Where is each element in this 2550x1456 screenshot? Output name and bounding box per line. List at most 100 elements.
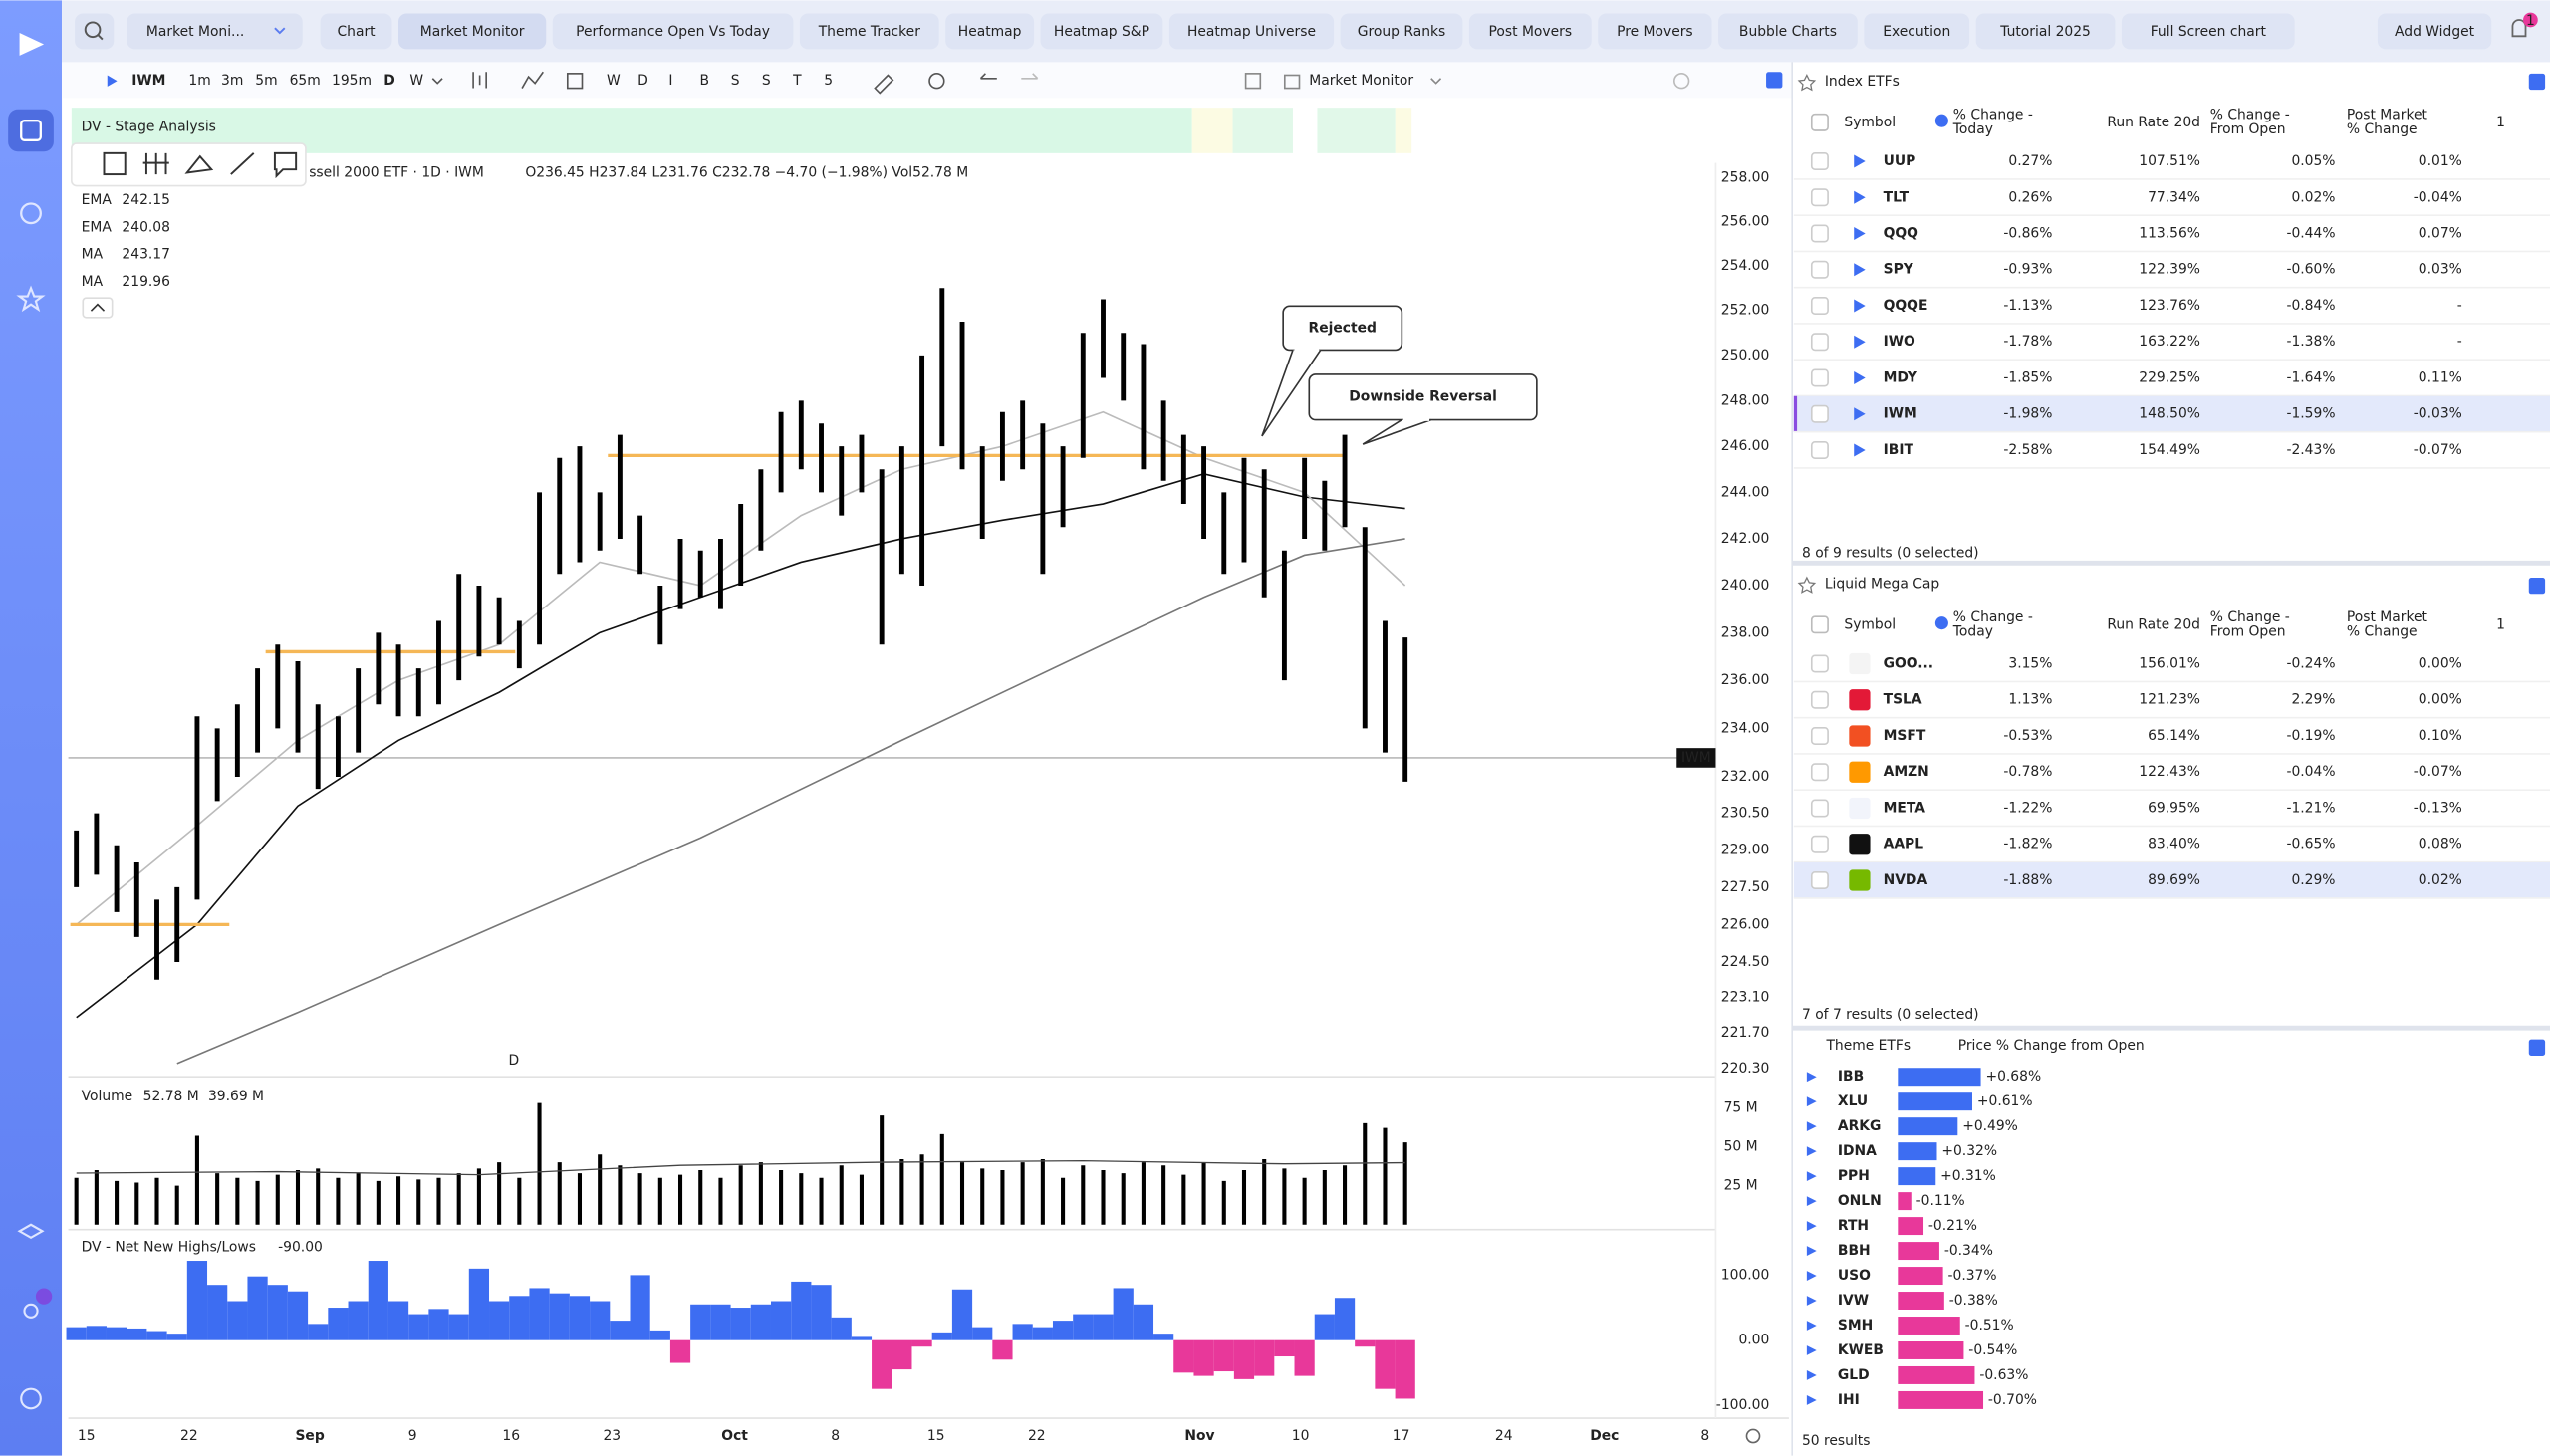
select-all[interactable] bbox=[1810, 113, 1829, 131]
cell[interactable]: IBIT bbox=[1884, 442, 1914, 458]
theme-symbol[interactable]: IHI bbox=[1838, 1392, 1860, 1408]
row-checkbox[interactable] bbox=[1810, 727, 1829, 745]
theme-symbol[interactable]: IBB bbox=[1838, 1069, 1864, 1085]
interval[interactable]: 3m bbox=[221, 73, 243, 89]
tab[interactable] bbox=[1040, 13, 1163, 50]
cell[interactable]: TLT bbox=[1884, 189, 1910, 205]
row-checkbox[interactable] bbox=[1810, 333, 1829, 352]
tab-label[interactable]: Heatmap S&P bbox=[1054, 24, 1149, 40]
row-checkbox[interactable] bbox=[1810, 654, 1829, 673]
panel-toggle[interactable] bbox=[2528, 577, 2546, 595]
row-checkbox[interactable] bbox=[1810, 260, 1829, 279]
layout-name[interactable]: Market Monitor bbox=[1309, 73, 1413, 89]
row-checkbox[interactable] bbox=[1810, 368, 1829, 387]
tool-rect[interactable] bbox=[103, 151, 127, 176]
study-button[interactable]: W bbox=[607, 73, 621, 89]
interval[interactable]: D bbox=[383, 73, 395, 89]
row-checkbox[interactable] bbox=[1810, 690, 1829, 709]
column-header[interactable]: 1 bbox=[2496, 115, 2505, 130]
cell[interactable]: IWO bbox=[1884, 334, 1915, 350]
cell[interactable]: MDY bbox=[1884, 369, 1918, 385]
column-header[interactable]: Post Market% Change bbox=[2347, 609, 2428, 640]
panel-toggle[interactable] bbox=[1766, 72, 1783, 89]
study-button[interactable]: I bbox=[668, 73, 672, 89]
toolbar-icon[interactable] bbox=[521, 71, 544, 89]
study-button[interactable]: S bbox=[762, 73, 771, 89]
tab-label[interactable]: Post Movers bbox=[1489, 24, 1573, 40]
settings-icon[interactable] bbox=[1745, 1428, 1761, 1444]
cell[interactable]: QQQE bbox=[1884, 298, 1928, 314]
tab-label[interactable]: Execution bbox=[1883, 24, 1950, 40]
toolbar-icon[interactable] bbox=[1283, 74, 1301, 90]
search-button[interactable] bbox=[75, 13, 115, 50]
add-widget-label[interactable]: Add Widget bbox=[2395, 24, 2475, 40]
tab-label[interactable]: Chart bbox=[338, 24, 377, 40]
tool-line[interactable] bbox=[230, 152, 255, 175]
cell[interactable]: TSLA bbox=[1884, 692, 1922, 708]
cell[interactable]: MSFT bbox=[1884, 728, 1926, 744]
cell[interactable]: NVDA bbox=[1884, 872, 1928, 888]
tab[interactable] bbox=[945, 13, 1035, 50]
workspace-select[interactable] bbox=[127, 13, 303, 50]
tab[interactable] bbox=[320, 13, 392, 50]
cell[interactable]: SPY bbox=[1884, 262, 1914, 278]
column-header[interactable]: % Change -From Open bbox=[2210, 107, 2290, 137]
symbol[interactable]: IWM bbox=[131, 73, 165, 89]
collapse-legend[interactable] bbox=[82, 297, 114, 319]
nav-icon[interactable] bbox=[16, 285, 46, 313]
tab[interactable] bbox=[2121, 13, 2295, 50]
row-checkbox[interactable] bbox=[1810, 404, 1829, 423]
study-button[interactable]: S bbox=[731, 73, 740, 89]
study-button[interactable]: D bbox=[638, 73, 648, 89]
tab[interactable] bbox=[1975, 13, 2116, 50]
row-checkbox[interactable] bbox=[1810, 871, 1829, 889]
cell[interactable]: GOO... bbox=[1884, 656, 1933, 672]
cell[interactable]: IWM bbox=[1884, 406, 1917, 422]
row-checkbox[interactable] bbox=[1810, 799, 1829, 818]
tab-label[interactable]: Pre Movers bbox=[1617, 24, 1693, 40]
tool-brush[interactable] bbox=[184, 154, 214, 174]
tab-label[interactable]: Heatmap Universe bbox=[1187, 24, 1316, 40]
select-all[interactable] bbox=[1810, 615, 1829, 634]
column-header[interactable]: Post Market% Change bbox=[2347, 107, 2428, 137]
tab[interactable] bbox=[1168, 13, 1335, 50]
tab-label[interactable]: Performance Open Vs Today bbox=[576, 24, 770, 40]
theme-symbol[interactable]: IVW bbox=[1838, 1293, 1869, 1309]
theme-symbol[interactable]: BBH bbox=[1838, 1243, 1871, 1259]
add-widget[interactable] bbox=[2377, 13, 2492, 50]
theme-symbol[interactable]: SMH bbox=[1838, 1318, 1873, 1334]
column-header[interactable]: % Change -From Open bbox=[2210, 609, 2290, 640]
row-checkbox[interactable] bbox=[1810, 763, 1829, 782]
row-checkbox[interactable] bbox=[1810, 188, 1829, 207]
toolbar-icon[interactable] bbox=[566, 73, 584, 90]
toolbar-icon[interactable] bbox=[1244, 73, 1262, 90]
nav-icon[interactable] bbox=[23, 1303, 39, 1319]
column-header[interactable]: Run Rate 20d bbox=[2107, 115, 2200, 130]
tab-label[interactable]: Heatmap bbox=[958, 24, 1022, 40]
tab[interactable] bbox=[1468, 13, 1592, 50]
row-checkbox[interactable] bbox=[1810, 835, 1829, 853]
toolbar-icon[interactable] bbox=[874, 74, 894, 95]
study-button[interactable]: B bbox=[700, 73, 710, 89]
interval[interactable]: 65m bbox=[290, 73, 321, 89]
tab[interactable] bbox=[1718, 13, 1858, 50]
tab[interactable] bbox=[398, 13, 547, 50]
column-header[interactable]: Symbol bbox=[1844, 115, 1896, 130]
nav-icon[interactable] bbox=[20, 120, 42, 141]
study-button[interactable]: 5 bbox=[824, 73, 833, 89]
theme-symbol[interactable]: IDNA bbox=[1838, 1143, 1877, 1159]
tab[interactable] bbox=[799, 13, 939, 50]
tab[interactable] bbox=[552, 13, 794, 50]
nav-active[interactable] bbox=[8, 109, 54, 152]
interval[interactable]: W bbox=[409, 73, 423, 89]
theme-symbol[interactable]: ARKG bbox=[1838, 1118, 1882, 1134]
theme-symbol[interactable]: ONLN bbox=[1838, 1193, 1882, 1209]
theme-symbol[interactable]: USO bbox=[1838, 1268, 1871, 1284]
tab-label[interactable]: Tutorial 2025 bbox=[1999, 24, 2091, 40]
panel-toggle[interactable] bbox=[2528, 1039, 2546, 1056]
interval[interactable]: 1m bbox=[188, 73, 210, 89]
cell[interactable]: AAPL bbox=[1884, 837, 1924, 852]
tool-note[interactable] bbox=[273, 151, 298, 179]
toolbar-icon[interactable] bbox=[472, 72, 487, 89]
nav-icon[interactable] bbox=[20, 1387, 42, 1410]
